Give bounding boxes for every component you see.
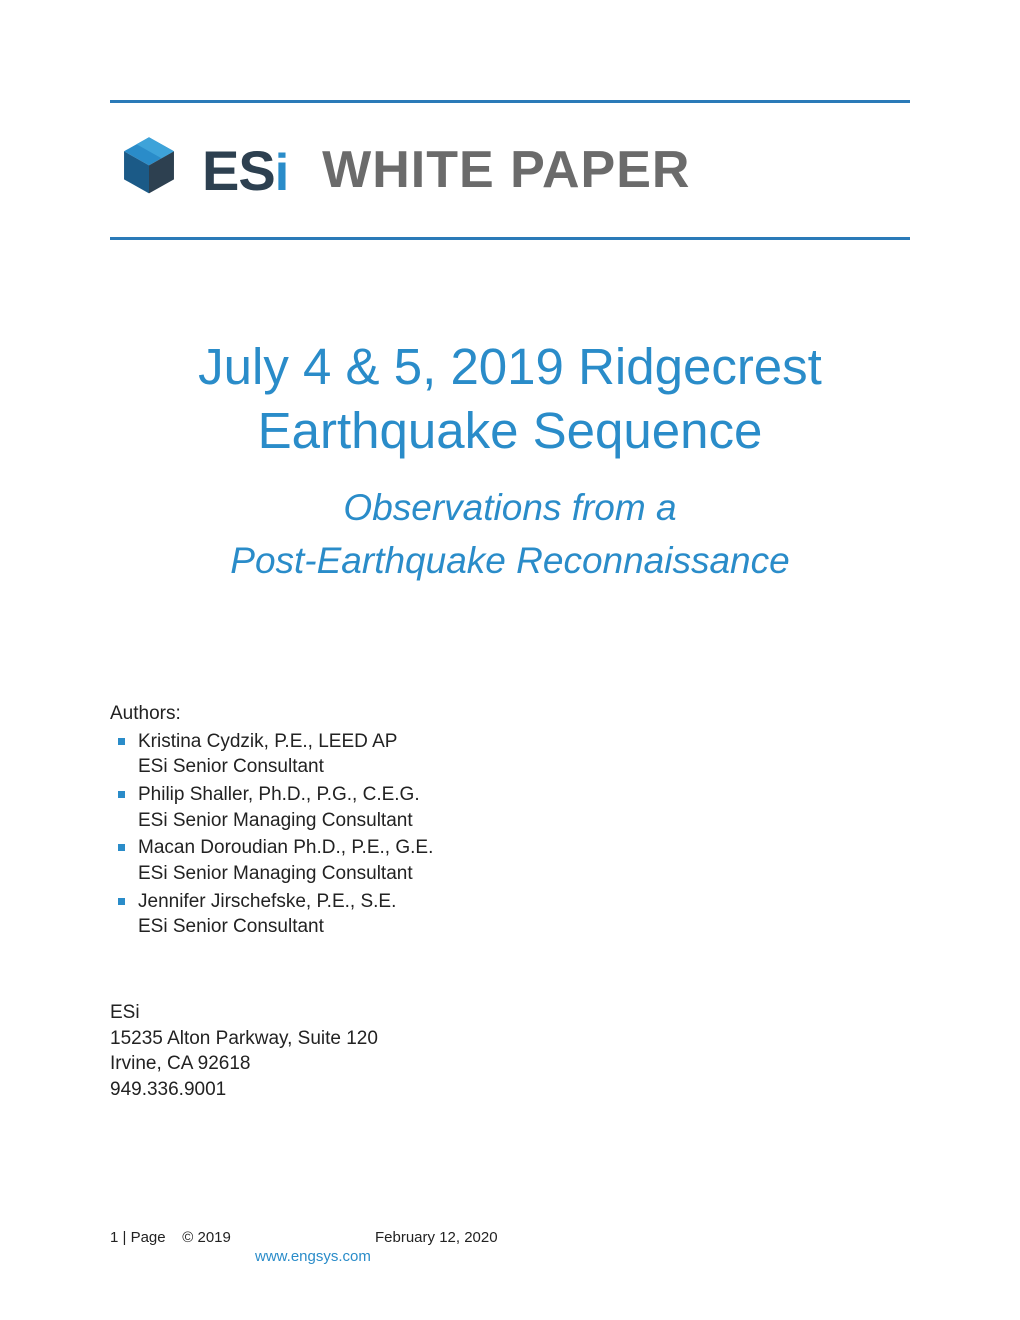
author-name: Philip Shaller, Ph.D., P.G., C.E.G. [138,784,420,805]
document-page: ESi WHITE PAPER July 4 & 5, 2019 Ridgecr… [0,0,1020,1320]
document-subtitle: Observations from a Post-Earthquake Reco… [110,481,910,588]
authors-label: Authors: [110,703,910,725]
top-divider [110,100,910,103]
esi-logo-text: ESi [202,138,288,203]
contact-street: 15235 Alton Parkway, Suite 120 [110,1026,910,1052]
author-title: ESi Senior Consultant [138,914,910,940]
author-item: Kristina Cydzik, P.E., LEED AP ESi Senio… [110,729,910,780]
logo-text-accent: i [275,143,288,203]
author-name: Jennifer Jirschefske, P.E., S.E. [138,891,396,912]
author-title: ESi Senior Consultant [138,754,910,780]
logo-text-main: ES [202,138,275,203]
subtitle-line-2: Post-Earthquake Reconnaissance [230,540,789,581]
footer-url: www.engsys.com [255,1248,910,1265]
footer-page: 1 | Page [110,1229,166,1246]
author-item: Jennifer Jirschefske, P.E., S.E. ESi Sen… [110,889,910,940]
document-type-label: WHITE PAPER [322,140,690,200]
page-footer: 1 | Page © 2019 February 12, 2020 www.en… [110,1229,910,1265]
contact-org: ESi [110,1000,910,1026]
second-divider [110,237,910,240]
contact-city: Irvine, CA 92618 [110,1051,910,1077]
header-row: ESi WHITE PAPER [110,131,910,209]
esi-logo-icon [110,131,188,209]
contact-block: ESi 15235 Alton Parkway, Suite 120 Irvin… [110,1000,910,1103]
author-title: ESi Senior Managing Consultant [138,861,910,887]
contact-phone: 949.336.9001 [110,1077,910,1103]
footer-date: February 12, 2020 [375,1229,498,1246]
footer-left: 1 | Page © 2019 [110,1229,375,1246]
author-name: Macan Doroudian Ph.D., P.E., G.E. [138,837,433,858]
author-item: Macan Doroudian Ph.D., P.E., G.E. ESi Se… [110,835,910,886]
footer-line-1: 1 | Page © 2019 February 12, 2020 [110,1229,910,1246]
author-name: Kristina Cydzik, P.E., LEED AP [138,731,397,752]
document-title: July 4 & 5, 2019 Ridgecrest Earthquake S… [110,335,910,463]
footer-copyright: © 2019 [182,1229,231,1246]
author-title: ESi Senior Managing Consultant [138,808,910,834]
authors-list: Kristina Cydzik, P.E., LEED AP ESi Senio… [110,729,910,940]
author-item: Philip Shaller, Ph.D., P.G., C.E.G. ESi … [110,782,910,833]
subtitle-line-1: Observations from a [343,487,676,528]
